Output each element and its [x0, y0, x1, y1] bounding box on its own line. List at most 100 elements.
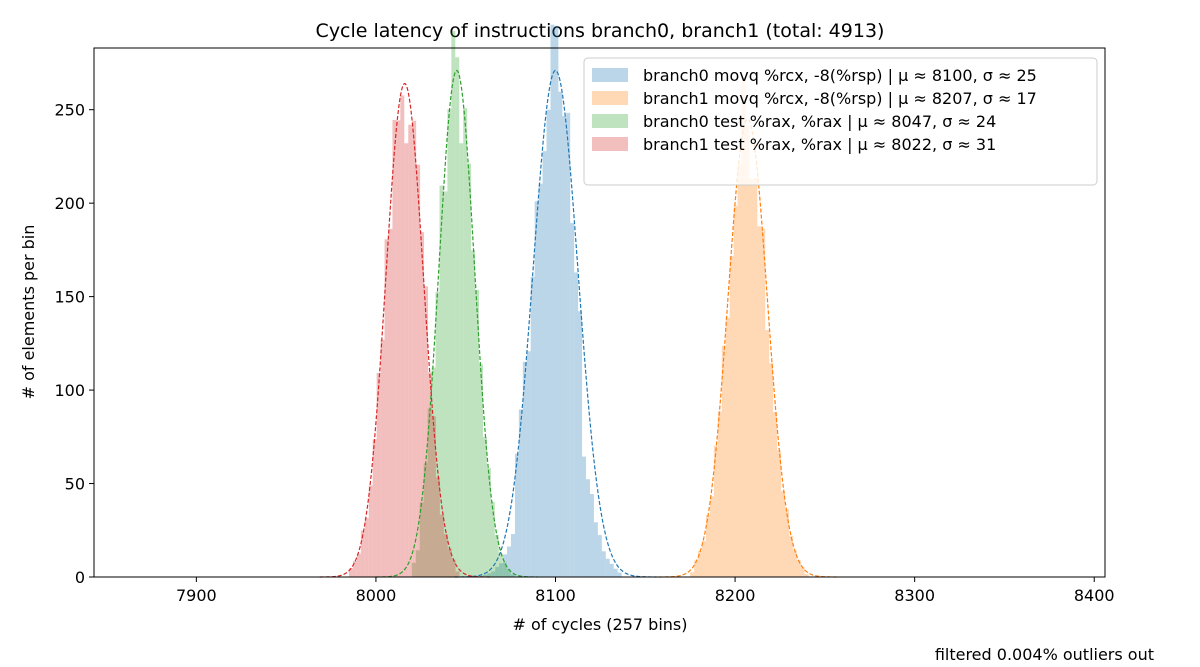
histogram-bar	[562, 115, 567, 578]
series-bars-1	[690, 81, 809, 578]
legend-items: branch0 movq %rcx, -8(%rsp) | μ ≈ 8100, …	[592, 66, 1037, 154]
histogram-bar	[769, 363, 774, 577]
x-axis-ticks: 7900 8000 8100 8200 8300 8400	[176, 577, 1115, 605]
histogram-bar	[717, 411, 722, 577]
legend-swatch	[592, 68, 628, 82]
histogram-bar	[431, 416, 436, 577]
histogram-bar	[713, 445, 718, 577]
histogram-bar	[566, 112, 571, 577]
histogram-bar	[538, 183, 543, 577]
histogram-bar	[617, 572, 622, 577]
histogram-bar	[550, 24, 555, 578]
histogram-bar	[408, 124, 413, 577]
legend: branch0 movq %rcx, -8(%rsp) | μ ≈ 8100, …	[583, 57, 1098, 186]
footnote-outliers: filtered 0.004% outliers out	[935, 645, 1154, 664]
histogram-bar	[542, 151, 547, 578]
histogram-bar	[463, 108, 468, 578]
histogram-bar	[702, 540, 706, 577]
histogram-bar	[510, 574, 515, 577]
legend-swatch	[592, 137, 628, 151]
histogram-bar	[427, 408, 432, 577]
histogram-bar	[392, 119, 397, 578]
plot-frame	[93, 47, 1106, 578]
histogram-bar	[582, 456, 587, 577]
histogram-bar	[424, 286, 429, 577]
y-tick-label: 0	[75, 568, 85, 587]
series-bars-0	[479, 24, 622, 578]
histogram-bar	[380, 339, 385, 577]
histogram-bar	[694, 560, 699, 577]
histogram-bar	[431, 367, 436, 577]
series-bars-3	[348, 95, 460, 578]
fit-curve-3	[319, 83, 490, 578]
histogram-bar	[733, 205, 738, 577]
histogram-bar	[601, 551, 606, 577]
histogram-bar	[482, 437, 487, 577]
histogram-bar	[690, 572, 695, 577]
histogram-bar	[499, 563, 504, 577]
histogram-bar	[352, 561, 357, 577]
histogram-bar	[439, 514, 444, 577]
y-axis-label: # of elements per bin	[19, 225, 38, 400]
fit-curve-1	[658, 118, 837, 578]
histogram-bar	[792, 550, 797, 577]
histogram-bar	[593, 522, 598, 577]
histogram-bar	[788, 535, 793, 577]
histogram-bar	[725, 317, 730, 577]
y-axis-ticks: 0 50 100 150 200 250	[54, 101, 94, 587]
histogram-bar	[526, 351, 531, 577]
histogram-bar	[376, 372, 381, 577]
legend-entry: branch1 test %rax, %rax | μ ≈ 8022, σ ≈ …	[643, 135, 996, 154]
histogram-bar	[356, 553, 361, 577]
histogram-bar	[785, 509, 789, 577]
histogram-bar	[518, 409, 523, 577]
legend-swatch	[592, 114, 628, 128]
histogram-bar	[605, 558, 610, 577]
histogram-bar	[451, 559, 456, 577]
x-axis-label: # of cycles (257 bins)	[513, 615, 688, 634]
histogram-bar	[435, 292, 440, 577]
histogram-bar	[423, 463, 428, 577]
x-tick-label: 8000	[356, 586, 397, 605]
histogram-bar	[578, 311, 583, 577]
histogram-bar	[597, 535, 602, 577]
histogram-bar	[729, 256, 734, 577]
histogram-bar	[698, 550, 703, 577]
y-tick-label: 250	[54, 101, 85, 120]
histogram-bar	[737, 164, 742, 577]
legend-entry: branch0 movq %rcx, -8(%rsp) | μ ≈ 8100, …	[643, 66, 1037, 85]
histogram-bar	[487, 573, 492, 577]
histogram-bar	[415, 550, 420, 577]
legend-entry: branch0 test %rax, %rax | μ ≈ 8047, σ ≈ …	[643, 112, 996, 131]
histogram-bar	[435, 477, 440, 577]
histogram-bar	[443, 191, 448, 577]
histogram-bar	[388, 228, 393, 577]
histogram-bar	[364, 517, 369, 577]
histogram-bar	[761, 228, 766, 577]
histogram-bar	[721, 345, 726, 577]
histogram-bar	[800, 567, 805, 577]
histogram-bar	[522, 361, 527, 577]
histogram-bar	[514, 453, 519, 577]
histogram-bar	[586, 479, 590, 577]
histogram-bar	[589, 494, 594, 577]
histogram-bar	[530, 276, 535, 577]
series-bars-2	[411, 30, 515, 578]
histogram-bar	[498, 553, 503, 577]
histogram-bar	[558, 91, 563, 577]
histogram-bar	[400, 95, 405, 577]
y-tick-label: 200	[54, 194, 85, 213]
histogram-bar	[416, 164, 421, 577]
histogram-bar	[479, 364, 483, 577]
histogram-bar	[554, 25, 559, 578]
x-tick-label: 8200	[715, 586, 756, 605]
histogram-bar	[419, 502, 424, 577]
histogram-bar	[709, 496, 714, 577]
x-tick-label: 7900	[176, 586, 217, 605]
histogram-bar	[574, 272, 579, 577]
histogram-bar	[467, 163, 472, 577]
histogram-bar	[745, 126, 750, 577]
histogram-bar	[777, 450, 782, 577]
